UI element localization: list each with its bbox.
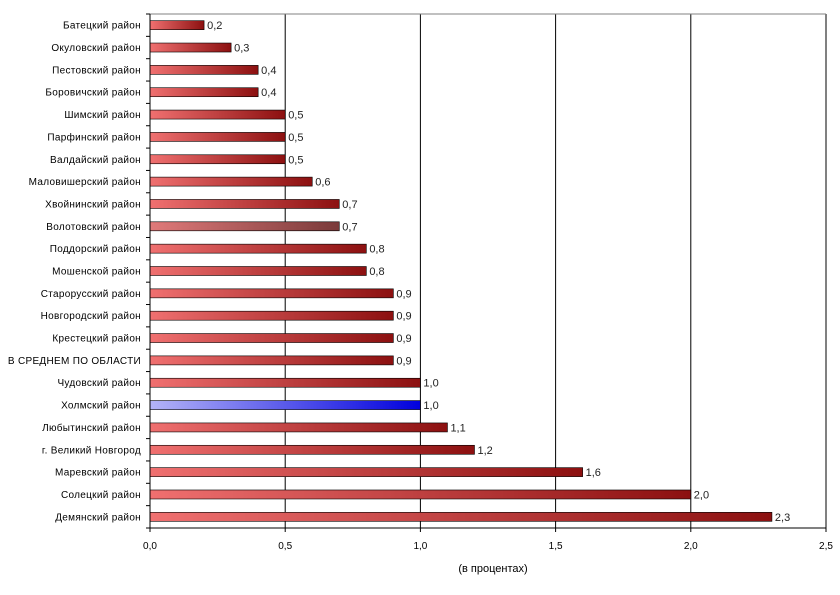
category-label: Любытинский район xyxy=(42,422,141,434)
data-label: 0,6 xyxy=(315,177,330,189)
bar xyxy=(149,154,286,165)
data-label: 0,7 xyxy=(342,221,357,233)
category-label: Маловишерский район xyxy=(29,177,141,188)
category-label: Парфинский район xyxy=(47,131,141,143)
bar xyxy=(149,65,259,75)
bar xyxy=(149,489,692,500)
category-label: Валдайский район xyxy=(50,155,141,166)
data-label: 0,3 xyxy=(234,43,249,55)
bar xyxy=(149,87,259,98)
x-axis-title: (в процентах) xyxy=(458,563,527,575)
data-label: 1,2 xyxy=(477,445,492,457)
bar xyxy=(149,400,421,410)
bar xyxy=(149,355,394,366)
category-label: Старорусский район xyxy=(41,289,141,300)
data-label: 0,7 xyxy=(342,199,357,211)
data-label: 0,9 xyxy=(396,311,411,323)
category-label: Шимский район xyxy=(64,110,141,121)
category-label: Маревский район xyxy=(55,468,141,479)
category-label: Новгородский район xyxy=(41,311,141,322)
data-label: 2,0 xyxy=(694,489,709,501)
bar xyxy=(149,422,448,433)
labels: 0,0 0,5 1,0 1,5 2,0 2,5 Батецкий район 0,2 Окуло… xyxy=(8,20,833,552)
x-tick-label: 0,5 xyxy=(278,541,292,552)
x-tick-label: 0,0 xyxy=(143,541,157,552)
bar xyxy=(149,310,394,321)
category-label: Мошенской район xyxy=(52,267,141,278)
category-label: Боровичский район xyxy=(45,88,141,99)
category-label: Холмский район xyxy=(61,401,141,412)
category-label: г. Великий Новгород xyxy=(42,445,141,456)
data-label: 0,9 xyxy=(396,288,411,300)
bar xyxy=(149,42,232,53)
data-label: 0,4 xyxy=(261,65,276,77)
data-label: 1,0 xyxy=(423,400,438,412)
category-label: Хвойнинский район xyxy=(45,199,141,210)
gridlines xyxy=(150,13,827,528)
data-label: 0,2 xyxy=(207,20,222,32)
category-label: Крестецкий район xyxy=(52,334,141,345)
category-label: В СРЕДНЕМ ПО ОБЛАСТИ xyxy=(8,356,141,367)
category-label: Пестовский район xyxy=(52,65,141,76)
bar xyxy=(149,266,367,276)
bar xyxy=(149,132,286,142)
bar xyxy=(149,333,394,343)
category-label: Окуловский район xyxy=(51,43,141,54)
category-label: Солецкий район xyxy=(61,490,141,501)
bar xyxy=(149,221,340,232)
bar xyxy=(149,444,475,455)
data-label: 0,9 xyxy=(396,355,411,367)
data-label: 0,9 xyxy=(396,333,411,345)
x-tick-label: 1,0 xyxy=(413,541,427,552)
data-label: 0,5 xyxy=(288,110,303,122)
axes xyxy=(146,13,827,532)
x-tick-label: 1,5 xyxy=(549,541,563,552)
x-tick-label: 2,0 xyxy=(684,541,698,552)
data-label: 1,1 xyxy=(450,422,465,434)
bar xyxy=(149,109,286,120)
bar xyxy=(149,377,421,388)
data-label: 2,3 xyxy=(775,512,790,524)
bar xyxy=(149,467,583,477)
category-label: Демянский район xyxy=(55,512,141,523)
bar xyxy=(149,199,340,209)
bar xyxy=(149,512,773,522)
data-label: 0,8 xyxy=(369,266,384,278)
bar xyxy=(149,20,205,30)
bars xyxy=(149,20,773,522)
category-label: Волотовский район xyxy=(46,222,141,233)
category-label: Чудовский район xyxy=(57,378,141,389)
data-label: 1,6 xyxy=(586,467,601,479)
x-tick-label: 2,5 xyxy=(819,541,833,552)
data-label: 0,4 xyxy=(261,87,276,99)
bar xyxy=(149,176,313,187)
data-label: 1,0 xyxy=(423,378,438,390)
bar xyxy=(149,288,394,299)
bar xyxy=(149,243,367,254)
data-label: 0,5 xyxy=(288,154,303,166)
data-label: 0,8 xyxy=(369,244,384,256)
data-label: 0,5 xyxy=(288,132,303,144)
category-label: Батецкий район xyxy=(63,21,141,32)
category-label: Поддорский район xyxy=(50,244,141,255)
